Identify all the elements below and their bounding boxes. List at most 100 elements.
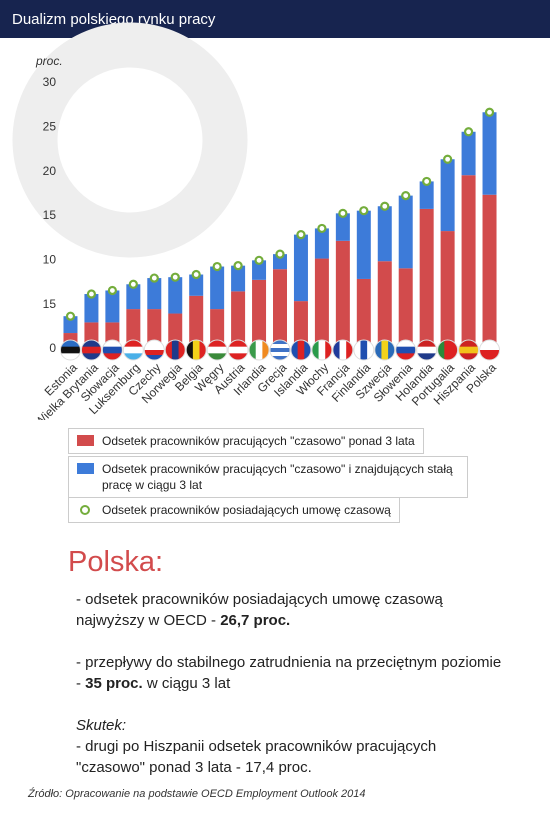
legend-item: Odsetek pracowników pracujących "czasowo… [68,456,468,498]
flag-stripe [165,340,173,360]
flag-icon [123,340,144,360]
flag-stripe [360,340,368,360]
flag-ring [416,339,438,361]
flag-ring [269,339,291,361]
bar-segment [398,195,413,269]
flag-ring [101,339,123,361]
flag-stripe [81,346,102,354]
bar-segment [126,284,141,310]
legend-swatch [77,463,94,474]
y-tick-label: 20 [43,164,57,178]
flag-stripe [249,340,257,360]
flag-icon [165,340,186,360]
flag-icon [102,340,123,360]
watermark [12,22,248,258]
flag-stripe [207,353,228,360]
flag-stripe [186,340,194,360]
bar-segment [377,261,392,349]
flag-stripe [144,345,165,351]
y-tick-label: 25 [43,120,57,134]
dot-marker [233,261,243,271]
flag-stripe [395,346,416,354]
dot-marker [128,279,138,289]
flag-stripe [458,340,479,348]
flag-icon [479,340,500,360]
bold-text: 35 proc. [85,675,143,692]
flag-icon [332,340,353,360]
legend-label: Odsetek pracowników posiadających umowę … [102,503,391,517]
text: - odsetek pracowników posiadających umow… [76,591,443,629]
bar-segment [356,278,371,349]
legend-swatch [80,505,90,515]
bar-segment [461,175,476,349]
dot-marker [338,208,348,218]
dot-marker [107,285,117,296]
bar-segment [252,279,267,349]
bar-segment [168,277,183,314]
flag-stripe [479,340,500,351]
bar-segment [440,159,455,232]
bar-segment [356,210,371,279]
flag-stripe [374,340,382,360]
flag-stripe [458,346,479,354]
flag-stripe [395,353,416,360]
bar-segment [440,231,455,349]
flag-stripe [102,346,123,354]
flag-ring [206,339,228,361]
bar-segment [189,295,204,349]
dot-marker [65,311,76,321]
y-tick-label: 10 [43,253,57,267]
bar-segment [273,269,287,349]
bar-segment [210,266,225,310]
flag-stripe [207,340,228,348]
flag-ring [395,339,417,361]
flag-stripe [199,340,207,360]
flag-stripe [144,340,165,346]
bar-segment [105,290,120,323]
bar-segment [335,240,350,349]
flag-icon [249,340,270,360]
bar-segment [377,206,392,262]
flag-icon [416,340,437,360]
flag-ring [227,339,249,361]
y-tick-label: 15 [43,208,57,222]
flag-stripe [60,340,81,348]
dot-marker [317,223,327,234]
flag-stripe [416,340,437,348]
bar-segment [189,274,204,296]
flag-stripe [102,353,123,360]
summary: Polska: - odsetek pracowników posiadając… [68,545,508,778]
bar-segment [314,228,329,259]
flag-stripe [228,340,249,348]
legend-item: Odsetek pracowników posiadających umowę … [68,497,400,523]
bar-segment [84,294,99,323]
flag-stripe [81,340,102,348]
flag-stripe [81,353,102,360]
legend-label: Odsetek pracowników pracujących "czasowo… [102,434,415,448]
flag-stripe [270,344,290,349]
flag-ring [80,339,102,361]
bar-segment [126,309,141,349]
flag-stripe [270,348,290,353]
flag-stripe [416,353,437,360]
flag-ring [122,339,144,361]
flag-icon [207,340,228,360]
flag-stripe [270,356,290,360]
flag-ring [332,339,354,361]
flag-stripe [207,346,228,354]
bar-segment [147,309,162,349]
flag-icon [60,340,81,360]
flag-stripe [123,340,144,348]
flag-stripe [262,340,270,360]
dot-marker [86,289,97,299]
flag-ring [353,339,375,361]
flag-icon [395,340,416,360]
flag-stripe [102,340,123,348]
flag-stripe [318,340,326,360]
flag-stripe [60,353,81,360]
chart-title: Dualizm polskiego rynku pracy [12,11,216,28]
dot-marker [443,154,453,164]
text: - przepływy do stabilnego zatrudnienia n… [76,654,502,692]
flag-stripe [228,353,249,360]
